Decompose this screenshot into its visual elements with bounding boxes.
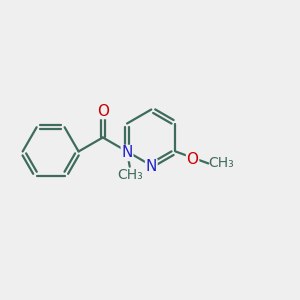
Text: O: O	[187, 152, 199, 167]
Text: O: O	[97, 103, 109, 118]
Text: CH₃: CH₃	[208, 156, 234, 170]
Text: N: N	[122, 146, 133, 160]
Text: CH₃: CH₃	[117, 168, 142, 182]
Text: N: N	[146, 160, 157, 175]
